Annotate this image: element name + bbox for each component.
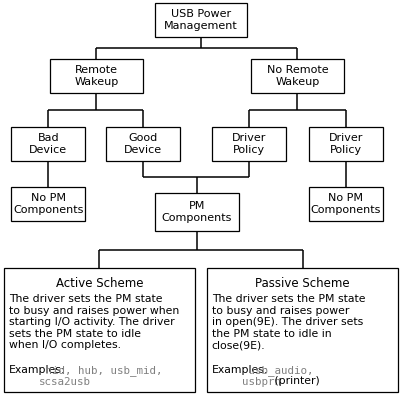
Text: No PM
Components: No PM Components bbox=[13, 193, 83, 215]
Text: Examples:: Examples: bbox=[211, 365, 268, 375]
FancyBboxPatch shape bbox=[207, 268, 397, 392]
Text: (printer): (printer) bbox=[270, 376, 319, 386]
FancyBboxPatch shape bbox=[154, 3, 247, 37]
FancyBboxPatch shape bbox=[11, 127, 85, 161]
FancyBboxPatch shape bbox=[251, 59, 343, 93]
FancyBboxPatch shape bbox=[212, 127, 286, 161]
Text: Examples:: Examples: bbox=[9, 365, 65, 375]
Text: Driver
Policy: Driver Policy bbox=[328, 133, 362, 155]
Text: The driver sets the PM state
to busy and raises power when
starting I/O activity: The driver sets the PM state to busy and… bbox=[9, 294, 179, 350]
Text: hid, hub, usb_mid,
scsa2usb: hid, hub, usb_mid, scsa2usb bbox=[39, 365, 162, 387]
Text: usb_audio,
usbprn: usb_audio, usbprn bbox=[241, 365, 313, 387]
Text: Active Scheme: Active Scheme bbox=[56, 277, 143, 290]
Text: Passive Scheme: Passive Scheme bbox=[255, 277, 349, 290]
FancyBboxPatch shape bbox=[308, 187, 382, 221]
FancyBboxPatch shape bbox=[105, 127, 179, 161]
Text: Driver
Policy: Driver Policy bbox=[231, 133, 266, 155]
Text: Bad
Device: Bad Device bbox=[29, 133, 67, 155]
Text: PM
Components: PM Components bbox=[161, 201, 232, 223]
Text: No PM
Components: No PM Components bbox=[310, 193, 380, 215]
Text: No Remote
Wakeup: No Remote Wakeup bbox=[266, 65, 328, 87]
FancyBboxPatch shape bbox=[50, 59, 142, 93]
FancyBboxPatch shape bbox=[154, 193, 239, 231]
Text: Good
Device: Good Device bbox=[124, 133, 161, 155]
Text: The driver sets the PM state
to busy and raises power
in open(9E). The driver se: The driver sets the PM state to busy and… bbox=[211, 294, 365, 350]
FancyBboxPatch shape bbox=[4, 268, 194, 392]
FancyBboxPatch shape bbox=[308, 127, 382, 161]
Text: Remote
Wakeup: Remote Wakeup bbox=[74, 65, 118, 87]
FancyBboxPatch shape bbox=[11, 187, 85, 221]
Text: USB Power
Management: USB Power Management bbox=[164, 9, 237, 31]
